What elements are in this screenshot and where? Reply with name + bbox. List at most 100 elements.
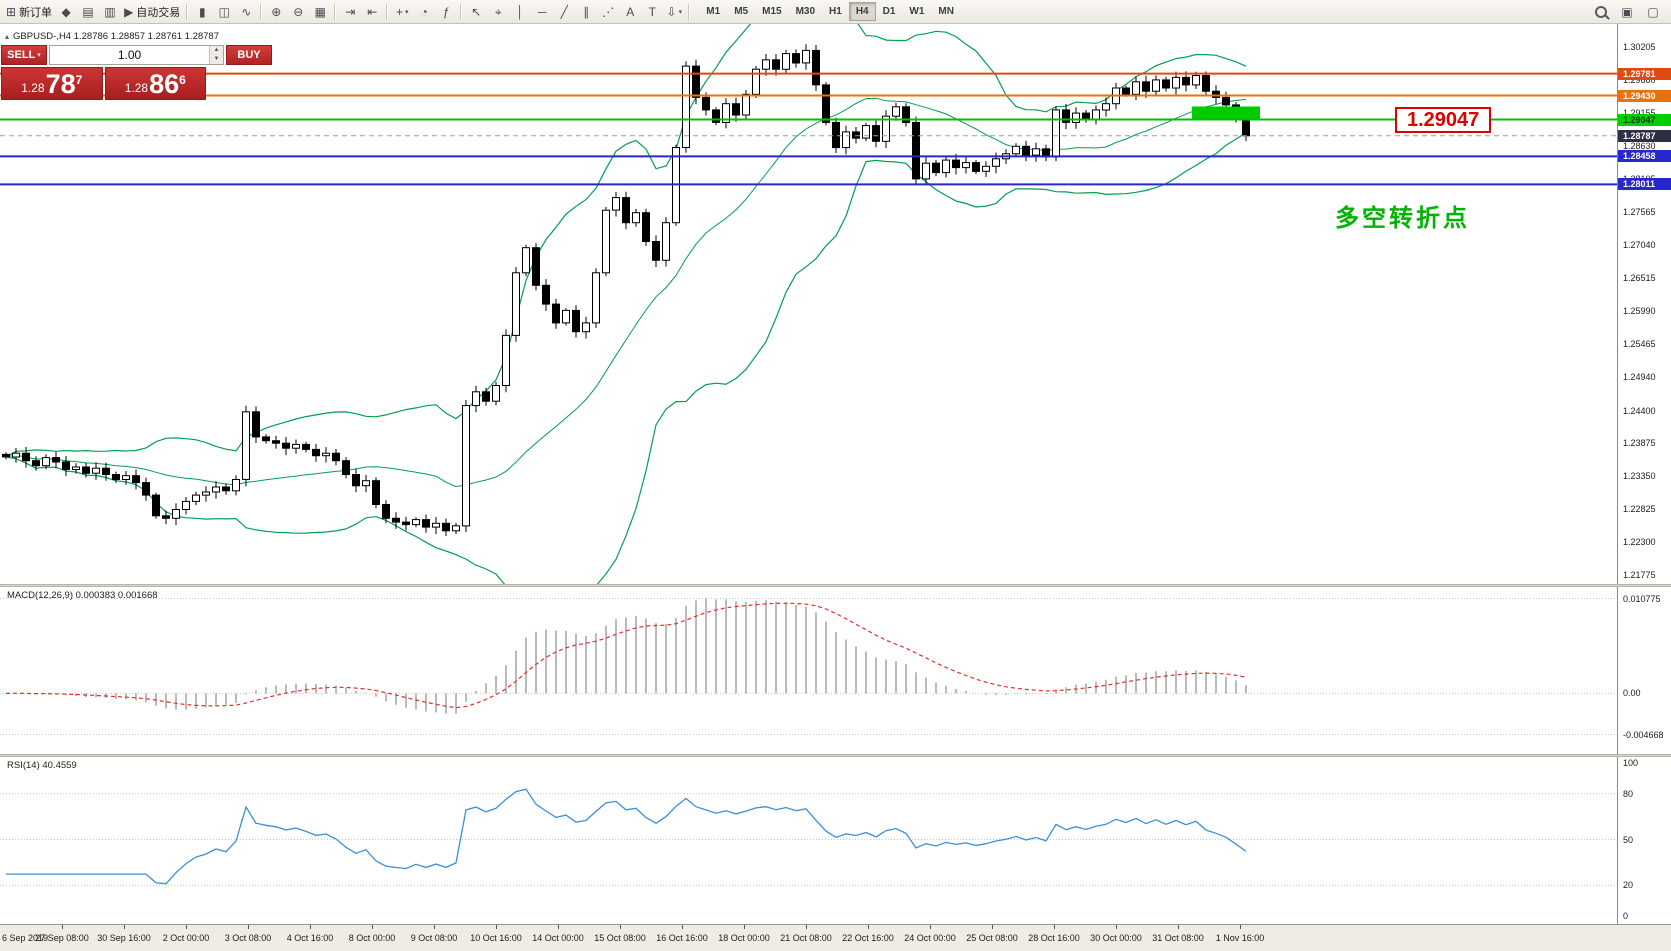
timeframe-h4[interactable]: H4 <box>848 2 876 21</box>
price-chart-canvas[interactable] <box>0 24 1617 584</box>
time-axis-label: 31 Oct 08:00 <box>1152 933 1204 943</box>
navigator-button[interactable]: ▥ <box>99 2 121 22</box>
new-order-icon: ⊞ <box>6 4 17 19</box>
text-button[interactable]: A <box>619 2 641 22</box>
time-axis-label: 3 Oct 08:00 <box>224 933 272 943</box>
rsi-axis-label: 100 <box>1623 758 1639 768</box>
grid-button[interactable]: ▦ <box>309 2 331 22</box>
price-line-label: 1.28787 <box>1618 129 1671 142</box>
zoom-in-icon: ⊕ <box>271 4 282 19</box>
chart-shift-button[interactable]: ⇤ <box>361 2 383 22</box>
rsi-canvas[interactable] <box>0 757 1617 924</box>
time-axis-label: 30 Oct 00:00 <box>1090 933 1142 943</box>
channel-button[interactable]: ∥ <box>575 2 597 22</box>
autotrading-button[interactable]: ▶ 自动交易 <box>121 2 183 22</box>
buy-button[interactable]: BUY <box>226 45 272 65</box>
candle-chart-button[interactable]: ◫ <box>213 2 235 22</box>
time-axis-label: 21 Oct 08:00 <box>780 933 832 943</box>
time-axis-tick <box>310 925 311 929</box>
macd-axis-label: 0.010775 <box>1623 593 1661 604</box>
text-label-icon: T <box>648 4 656 19</box>
time-axis-tick <box>868 925 869 929</box>
timeframe-m1[interactable]: M1 <box>699 2 727 21</box>
window-cascade-button[interactable]: ▣ <box>1616 2 1638 22</box>
zoom-in-button[interactable]: ⊕ <box>265 2 287 22</box>
market-watch-button[interactable]: ◆ <box>55 2 77 22</box>
new-chart-button[interactable]: + ▾ <box>391 2 413 22</box>
price-axis[interactable]: 1.302051.296801.291551.286301.281051.275… <box>1617 24 1671 584</box>
time-axis[interactable]: 6 Sep 2019 27 Sep 08:00 30 Sep 16:00 2 Oct … <box>0 924 1671 951</box>
time-axis-tick <box>186 925 187 929</box>
auto-scroll-icon: ⇥ <box>345 4 356 19</box>
timeframe-mn[interactable]: MN <box>931 2 961 21</box>
chevron-down-icon: ▾ <box>405 8 409 16</box>
price-axis-label: 1.25465 <box>1623 338 1656 349</box>
text-label-button[interactable]: T <box>641 2 663 22</box>
arrows-button[interactable]: ⇩ ▾ <box>663 2 685 22</box>
window-tile-button[interactable]: ▢ <box>1642 2 1664 22</box>
timeframe-m30[interactable]: M30 <box>789 2 822 21</box>
search-button[interactable] <box>1590 2 1612 22</box>
new-order-button[interactable]: ⊞ 新订单 <box>3 2 55 22</box>
grid-icon: ▦ <box>314 4 326 19</box>
trendline-button[interactable]: ╱ <box>553 2 575 22</box>
collapse-panel-icon[interactable]: ▴ <box>5 32 10 41</box>
timeframe-h1[interactable]: H1 <box>822 2 849 21</box>
buy-price-button[interactable]: 1.28 86 6 <box>104 67 206 100</box>
timeframe-d1[interactable]: D1 <box>876 2 903 21</box>
volume-up-icon[interactable]: ▲ <box>210 46 223 55</box>
rsi-axis[interactable]: 100 80 50 20 0 <box>1617 757 1671 924</box>
macd-axis[interactable]: 0.010775 0.00 -0.004668 <box>1617 587 1671 754</box>
panel-splitter-1[interactable] <box>0 584 1671 587</box>
price-axis-label: 1.23350 <box>1623 471 1656 482</box>
panel-splitter-2[interactable] <box>0 754 1671 757</box>
line-chart-button[interactable]: ∿ <box>235 2 257 22</box>
volume-box: ▲ ▼ <box>49 45 224 65</box>
chevron-down-icon: ▾ <box>37 52 41 59</box>
price-axis-label: 1.29680 <box>1623 74 1656 85</box>
price-line-label: 1.28458 <box>1618 150 1671 163</box>
sell-price-button[interactable]: 1.28 78 7 <box>1 67 103 100</box>
auto-scroll-button[interactable]: ⇥ <box>339 2 361 22</box>
price-axis-label: 1.24940 <box>1623 371 1656 382</box>
timeframe-m15[interactable]: M15 <box>755 2 788 21</box>
price-line-label: 1.29047 <box>1618 113 1671 126</box>
time-axis-label: 2 Oct 00:00 <box>162 933 210 943</box>
macd-panel: MACD(12,26,9) 0.000383 0.001668 0.010775… <box>0 587 1671 754</box>
volume-input[interactable] <box>50 46 209 64</box>
zoom-out-button[interactable]: ⊖ <box>287 2 309 22</box>
price-axis-label: 1.21775 <box>1623 570 1656 580</box>
cursor-button[interactable]: ↖ <box>465 2 487 22</box>
data-window-button[interactable]: ▤ <box>77 2 99 22</box>
time-axis-label: 9 Oct 08:00 <box>410 933 458 943</box>
new-chart-icon: + <box>396 4 404 19</box>
horizontal-line-button[interactable]: ─ <box>531 2 553 22</box>
rsi-axis-label: 0 <box>1623 911 1629 921</box>
macd-canvas[interactable] <box>0 587 1617 754</box>
time-axis-tick <box>558 925 559 929</box>
vertical-line-button[interactable]: │ <box>509 2 531 22</box>
timeframe-w1[interactable]: W1 <box>902 2 931 21</box>
timeframe-group: M1 M5 M15 M30 H1 H4 D1 W1 MN <box>699 2 961 21</box>
window-tile-icon: ▢ <box>1647 4 1659 19</box>
toolbar-right-group: ▣ ▢ <box>1590 2 1668 22</box>
line-chart-icon: ∿ <box>241 4 252 19</box>
search-icon <box>1595 5 1607 18</box>
sell-price-big: 78 <box>45 69 76 99</box>
zoom-out-icon: ⊖ <box>293 4 304 19</box>
fibonacci-icon: ⋰ <box>602 4 615 19</box>
indicators-button[interactable]: ƒ <box>435 2 457 22</box>
rsi-panel: RSI(14) 40.4559 100 80 50 20 0 <box>0 757 1671 924</box>
price-axis-label: 1.26515 <box>1623 273 1656 284</box>
sell-button[interactable]: SELL ▾ <box>1 45 47 65</box>
periods-button[interactable]: ◔ <box>413 2 435 22</box>
macd-label: MACD(12,26,9) 0.000383 0.001668 <box>7 590 158 601</box>
fibonacci-button[interactable]: ⋰ <box>597 2 619 22</box>
time-axis-tick <box>434 925 435 929</box>
time-axis-label: 10 Oct 16:00 <box>470 933 522 943</box>
crosshair-button[interactable]: ⌖ <box>487 2 509 22</box>
bar-chart-button[interactable]: ▮ <box>191 2 213 22</box>
volume-down-icon[interactable]: ▼ <box>210 55 223 64</box>
timeframe-m5[interactable]: M5 <box>727 2 755 21</box>
